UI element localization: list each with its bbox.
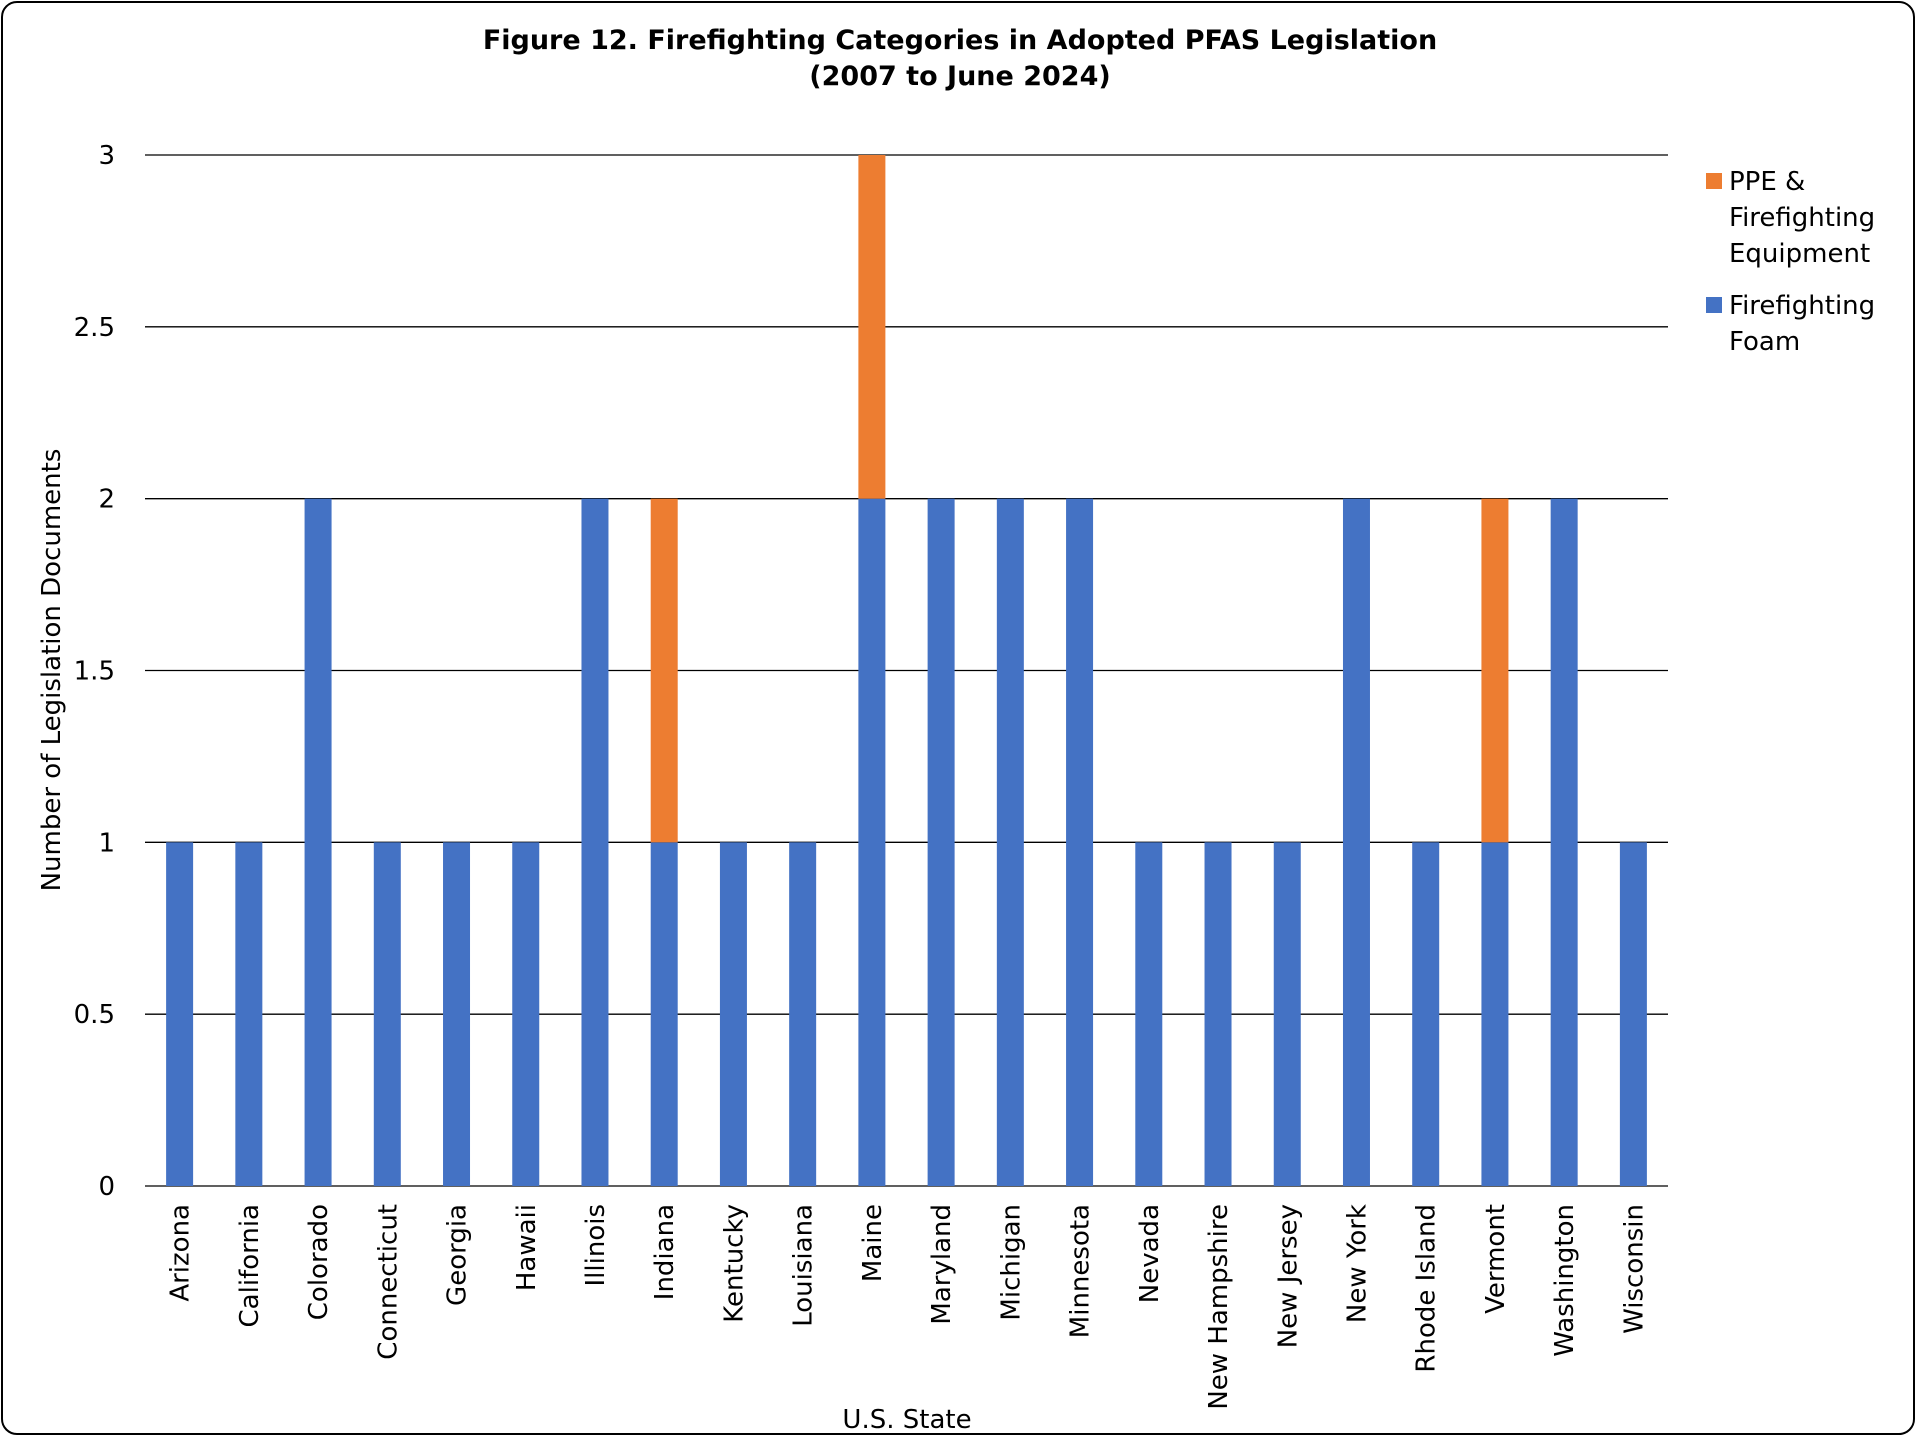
legend-swatch (1706, 297, 1722, 313)
bar-foam-maryland (927, 498, 955, 1187)
bar-foam-new-hampshire (1204, 842, 1232, 1186)
bar-foam-illinois (581, 498, 609, 1187)
x-tick-label: New Hampshire (1204, 1204, 1234, 1410)
y-axis-label: Number of Legislation Documents (37, 449, 67, 892)
bar-foam-maine (858, 498, 886, 1187)
bar-foam-washington (1550, 498, 1578, 1187)
y-axis-ticks: 0 0.5 1 1.5 2 2.5 3 (74, 141, 115, 1202)
x-tick-label: Nevada (1135, 1204, 1165, 1303)
bar-ppe-vermont (1481, 498, 1509, 843)
bar-ppe-maine (858, 155, 886, 499)
x-tick-label: Connecticut (373, 1204, 403, 1360)
y-tick-label: 1 (98, 828, 115, 858)
x-tick-label: Michigan (996, 1204, 1026, 1321)
bar-foam-michigan (996, 498, 1024, 1187)
x-tick-label: Vermont (1481, 1204, 1511, 1314)
legend-swatch (1706, 173, 1722, 189)
bar-foam-california (235, 842, 263, 1186)
bar-foam-nevada (1135, 842, 1163, 1186)
x-tick-label: Kentucky (719, 1204, 749, 1323)
x-tick-label: Indiana (650, 1204, 680, 1300)
bar-foam-minnesota (1066, 498, 1094, 1187)
bar-foam-colorado (304, 498, 332, 1187)
bar-ppe-indiana (650, 498, 678, 843)
x-tick-label: New York (1342, 1204, 1372, 1323)
bar-foam-vermont (1481, 842, 1509, 1186)
x-axis-label: U.S. State (842, 1405, 971, 1435)
bar-foam-connecticut (373, 842, 401, 1186)
x-tick-label: New Jersey (1273, 1204, 1303, 1348)
x-tick-label: Wisconsin (1619, 1204, 1649, 1334)
y-tick-label: 2.5 (74, 313, 115, 343)
x-tick-label: Hawaii (512, 1204, 542, 1291)
x-tick-label: Georgia (443, 1204, 473, 1306)
y-tick-label: 1.5 (74, 657, 115, 687)
bar-foam-hawaii (512, 842, 540, 1186)
y-tick-label: 2 (98, 485, 115, 515)
bars (166, 155, 1647, 1187)
y-tick-label: 0 (98, 1172, 115, 1202)
chart-subtitle: (2007 to June 2024) (809, 61, 1110, 92)
legend-label: PPE & (1729, 167, 1805, 197)
legend: PPE & Firefighting Equipment Firefighting Fo… (1706, 167, 1875, 357)
x-tick-label: Maine (858, 1204, 888, 1282)
bar-foam-wisconsin (1619, 842, 1647, 1186)
x-axis-ticks: Arizona California Colorado Connecticut Geor… (166, 1204, 1650, 1410)
legend-label: Foam (1729, 327, 1800, 357)
x-tick-label: Illinois (581, 1204, 611, 1287)
bar-foam-rhode-island (1412, 842, 1440, 1186)
x-tick-label: Arizona (166, 1204, 196, 1302)
bar-foam-indiana (650, 842, 678, 1186)
bar-foam-new-york (1342, 498, 1370, 1187)
bar-foam-arizona (166, 842, 194, 1186)
legend-label: Equipment (1729, 239, 1870, 269)
y-tick-label: 0.5 (74, 1000, 115, 1030)
legend-label: Firefighting (1729, 203, 1875, 233)
x-tick-label: Colorado (304, 1204, 334, 1320)
bar-foam-georgia (443, 842, 471, 1186)
x-tick-label: California (235, 1204, 265, 1327)
x-tick-label: Maryland (927, 1204, 957, 1325)
x-tick-label: Minnesota (1066, 1204, 1096, 1338)
legend-label: Firefighting (1729, 291, 1875, 321)
gridlines (145, 154, 1668, 1187)
x-tick-label: Washington (1550, 1204, 1580, 1357)
bar-foam-kentucky (719, 842, 747, 1186)
bar-foam-new-jersey (1273, 842, 1301, 1186)
x-tick-label: Rhode Island (1412, 1204, 1442, 1373)
y-tick-label: 3 (98, 141, 115, 171)
bar-foam-louisiana (789, 842, 817, 1186)
chart-title: Figure 12. Firefighting Categories in Ad… (483, 25, 1437, 56)
x-tick-label: Louisiana (789, 1204, 819, 1327)
